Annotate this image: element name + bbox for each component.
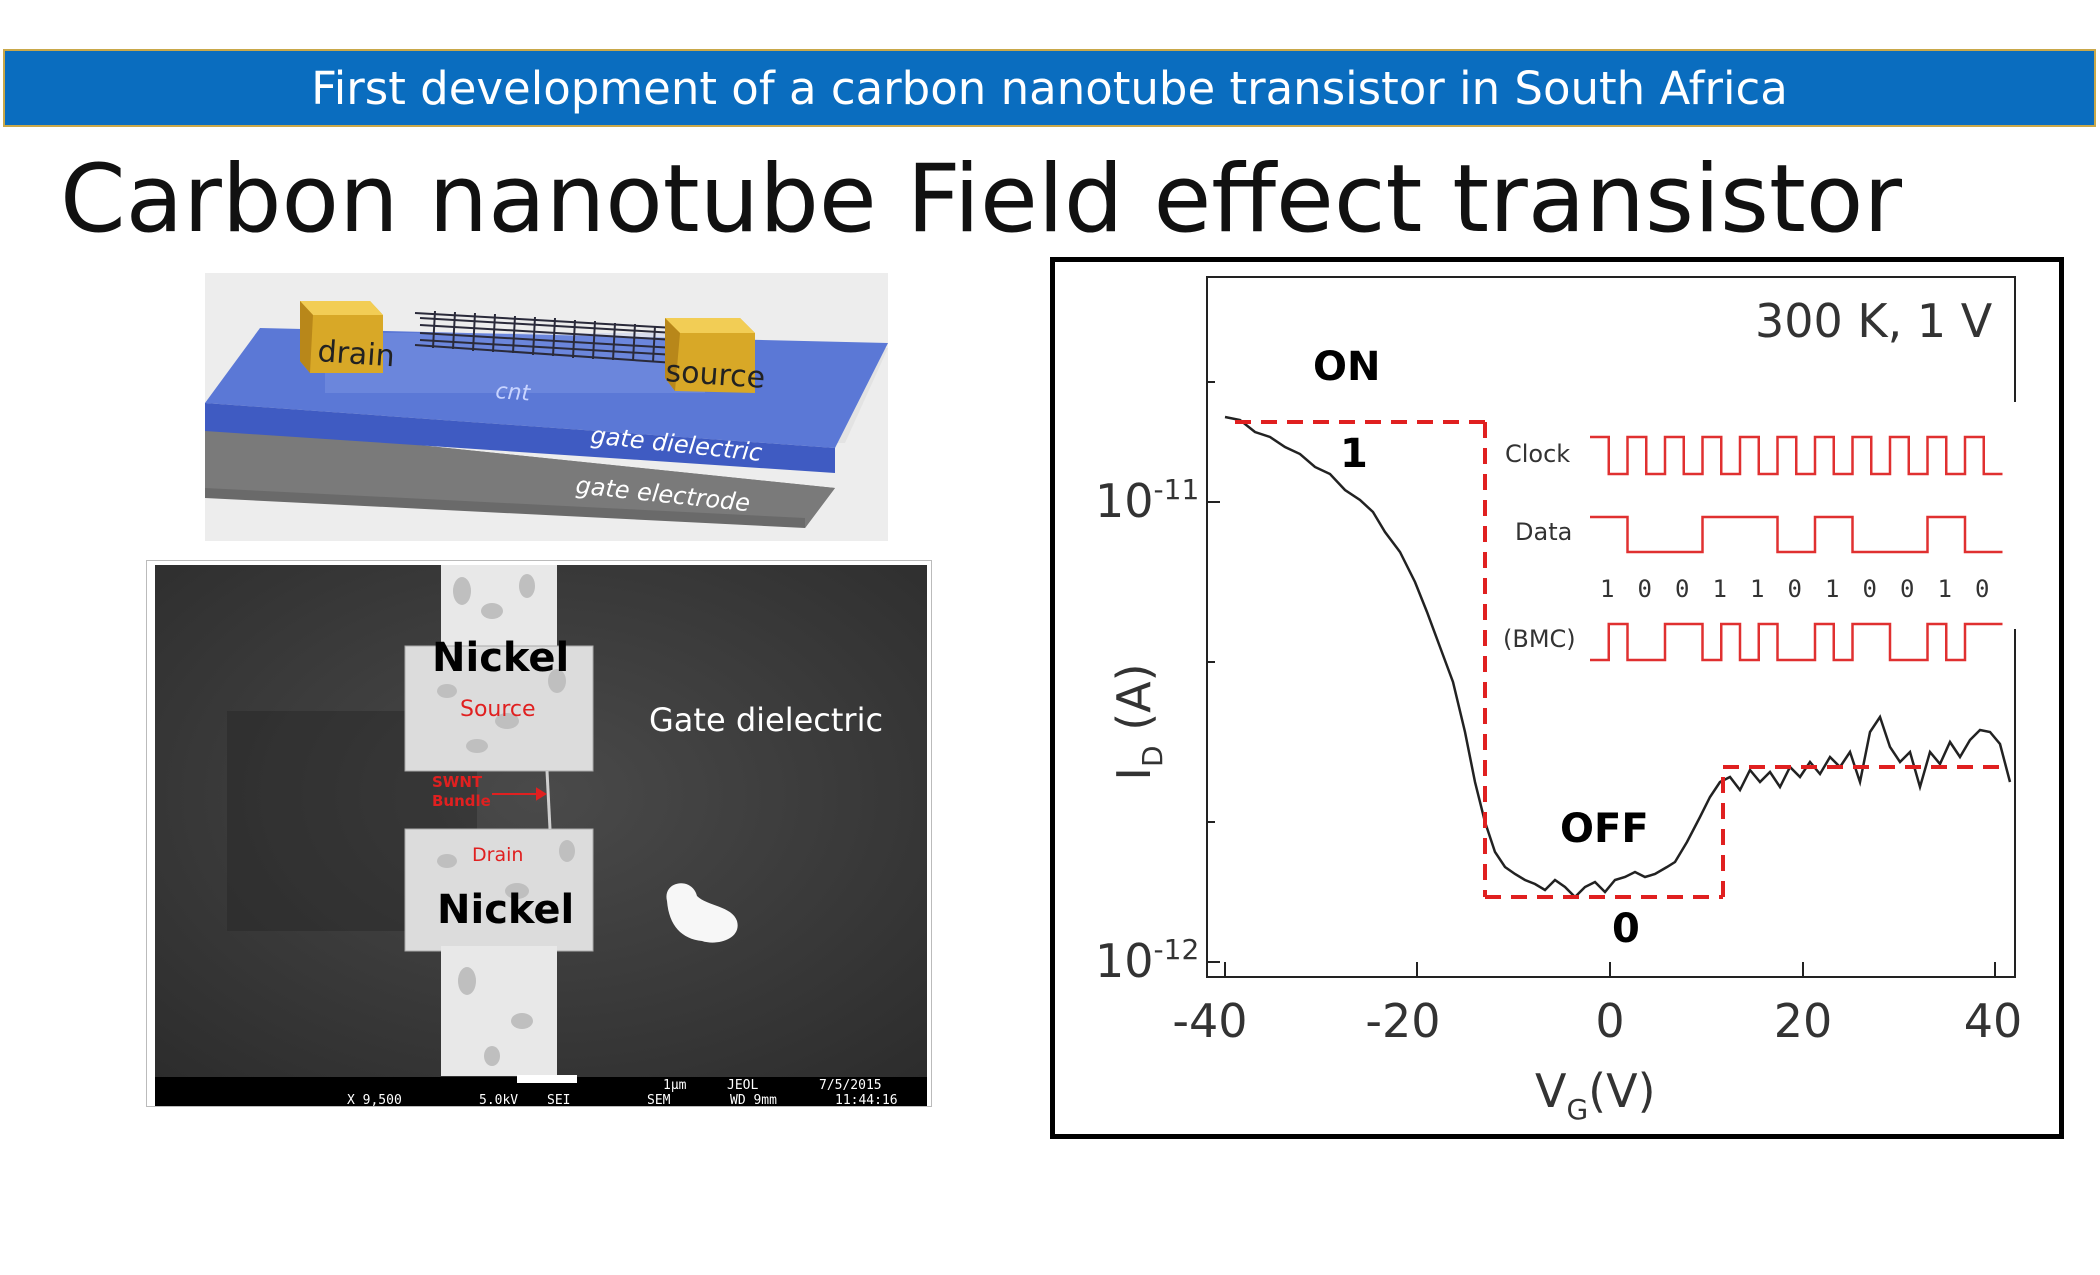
source-label: Source bbox=[460, 697, 536, 722]
bit-label: 0 bbox=[1788, 575, 1802, 603]
xtick-label: -40 bbox=[1172, 994, 1247, 1048]
bit-label: 1 bbox=[1600, 575, 1614, 603]
bit-label: 0 bbox=[1675, 575, 1689, 603]
clock-label: Clock bbox=[1505, 440, 1570, 468]
bmc-waveform bbox=[1590, 622, 2003, 662]
on-label: ON bbox=[1313, 344, 1380, 390]
nickel-electrode-top bbox=[404, 565, 594, 772]
debris-particle bbox=[666, 883, 738, 943]
nickel-electrode-bottom bbox=[404, 828, 594, 1076]
data-waveform bbox=[1590, 515, 2003, 554]
bit-label: 1 bbox=[1750, 575, 1764, 603]
sem-mode: SEM bbox=[647, 1093, 671, 1107]
gate-dielectric-label: Gate dielectric bbox=[649, 701, 883, 739]
drain-pad bbox=[300, 301, 383, 373]
scale-bar bbox=[517, 1075, 577, 1083]
ytick-1e-12: 10-12 bbox=[1095, 933, 1199, 988]
sem-maker: JEOL bbox=[727, 1078, 758, 1093]
bit-label: 0 bbox=[1975, 575, 1989, 603]
one-label: 1 bbox=[1340, 431, 1368, 477]
on-off-dashed-guide bbox=[1235, 420, 2005, 899]
bit-label: 1 bbox=[1713, 575, 1727, 603]
source-label: source bbox=[664, 354, 766, 396]
data-label: Data bbox=[1515, 518, 1572, 546]
bundle-label: Bundle bbox=[432, 792, 491, 810]
ytick-1e-11: 10-11 bbox=[1095, 473, 1199, 528]
zero-label: 0 bbox=[1612, 906, 1640, 952]
title-banner: First development of a carbon nanotube t… bbox=[3, 49, 2096, 127]
sem-magnification: X 9,500 bbox=[347, 1093, 402, 1107]
sem-detector: SEI bbox=[547, 1093, 570, 1107]
bit-label: 0 bbox=[1863, 575, 1877, 603]
id-vg-curve bbox=[1224, 415, 2012, 899]
sem-voltage: 5.0kV bbox=[479, 1093, 518, 1107]
banner-text: First development of a carbon nanotube t… bbox=[311, 61, 1788, 115]
cnt-device-diagram: drain source cnt gate dielectric gate el… bbox=[205, 273, 888, 541]
clock-waveform bbox=[1590, 435, 2003, 476]
xtick-label: -20 bbox=[1365, 994, 1440, 1048]
nickel-bottom-label: Nickel bbox=[437, 887, 574, 933]
sem-time: 11:44:16 bbox=[835, 1093, 898, 1107]
off-label: OFF bbox=[1560, 806, 1649, 852]
bmc-label: (BMC) bbox=[1503, 625, 1576, 653]
xtick-label: 20 bbox=[1774, 994, 1833, 1048]
bit-label: 1 bbox=[1825, 575, 1839, 603]
sem-wd: WD 9mm bbox=[730, 1093, 777, 1107]
sem-date: 7/5/2015 bbox=[819, 1078, 882, 1093]
bit-label: 0 bbox=[1638, 575, 1652, 603]
drain-label: Drain bbox=[472, 844, 523, 866]
slide-title: Carbon nanotube Field effect transistor bbox=[60, 145, 1903, 254]
sem-micrograph: Nickel Source Gate dielectric SWNT Bundl… bbox=[146, 560, 932, 1107]
swnt-label: SWNT bbox=[432, 773, 483, 791]
bit-label: 0 bbox=[1900, 575, 1914, 603]
cnt-label: cnt bbox=[495, 379, 533, 406]
xtick-label: 40 bbox=[1964, 994, 2023, 1048]
carbon-nanotube bbox=[414, 310, 676, 364]
y-axis-label: ID (A) bbox=[1107, 663, 1169, 780]
source-pad bbox=[665, 318, 755, 393]
xtick-label: 0 bbox=[1595, 994, 1624, 1048]
swnt-bundle bbox=[545, 770, 552, 830]
drain-label: drain bbox=[316, 334, 395, 374]
bit-label: 1 bbox=[1938, 575, 1952, 603]
x-tick-labels: -40 -20 0 20 40 bbox=[1172, 994, 2022, 1048]
condition-label: 300 K, 1 V bbox=[1755, 294, 1993, 348]
x-axis-label: VG(V) bbox=[1535, 1064, 1656, 1126]
nickel-top-label: Nickel bbox=[432, 635, 569, 681]
sem-scale-text: 1μm bbox=[663, 1078, 687, 1093]
swnt-arrow bbox=[492, 787, 547, 801]
